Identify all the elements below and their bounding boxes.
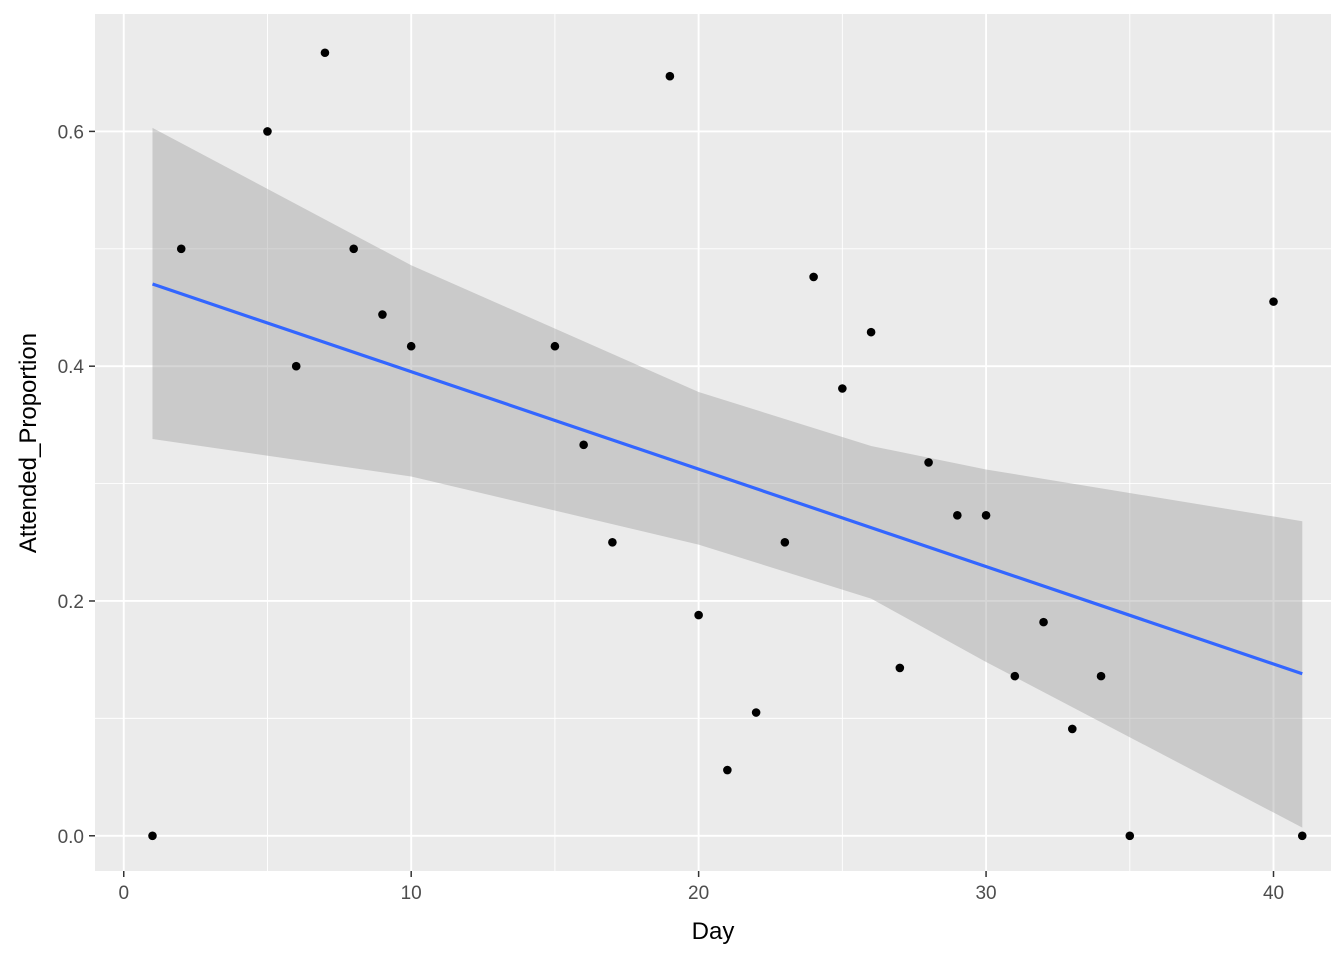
data-point bbox=[1269, 297, 1278, 306]
data-point bbox=[608, 537, 617, 547]
data-point bbox=[780, 537, 790, 547]
data-point bbox=[665, 71, 675, 81]
data-point bbox=[1010, 671, 1020, 681]
data-point bbox=[320, 48, 330, 58]
data-point bbox=[550, 341, 560, 351]
data-point bbox=[378, 310, 387, 319]
data-point bbox=[809, 272, 818, 282]
data-point bbox=[148, 831, 157, 841]
data-point bbox=[176, 244, 186, 254]
trend-line bbox=[151, 282, 1303, 676]
data-point bbox=[291, 361, 301, 371]
data-points bbox=[148, 48, 1307, 841]
data-point bbox=[1068, 724, 1077, 734]
data-point bbox=[953, 510, 962, 520]
x-tick-label: 30 bbox=[975, 883, 996, 904]
data-point bbox=[1039, 617, 1048, 627]
data-point bbox=[751, 708, 761, 717]
data-point bbox=[263, 127, 272, 136]
data-point bbox=[1297, 831, 1307, 841]
y-axis-ticks: 0.0 0.2 0.4 0.6 bbox=[58, 122, 95, 848]
x-tick-label: 40 bbox=[1263, 883, 1284, 904]
data-point bbox=[895, 663, 905, 673]
y-axis-title: Attended_Proportion bbox=[15, 333, 42, 553]
grid-lines bbox=[95, 14, 1331, 871]
data-point bbox=[924, 458, 933, 467]
x-tick-label: 10 bbox=[401, 883, 422, 904]
x-tick-label: 0 bbox=[118, 883, 129, 904]
data-point bbox=[838, 384, 847, 393]
y-tick-label: 0.6 bbox=[58, 122, 84, 143]
x-tick-label: 20 bbox=[688, 883, 709, 904]
y-tick-label: 0.0 bbox=[58, 827, 84, 848]
trend-line-group bbox=[151, 282, 1303, 676]
plot-panel bbox=[95, 14, 1331, 871]
x-axis-ticks: 0 10 20 30 40 bbox=[118, 871, 1284, 904]
data-point bbox=[981, 510, 991, 520]
data-point bbox=[723, 765, 732, 775]
data-point bbox=[579, 440, 588, 450]
data-point bbox=[406, 341, 416, 351]
y-tick-label: 0.2 bbox=[58, 592, 84, 613]
data-point bbox=[694, 610, 703, 620]
x-axis-title: Day bbox=[692, 918, 735, 945]
data-point bbox=[1096, 671, 1106, 681]
data-point bbox=[1125, 831, 1135, 841]
data-point bbox=[349, 244, 358, 254]
y-tick-label: 0.4 bbox=[58, 357, 85, 378]
data-point bbox=[866, 327, 876, 337]
